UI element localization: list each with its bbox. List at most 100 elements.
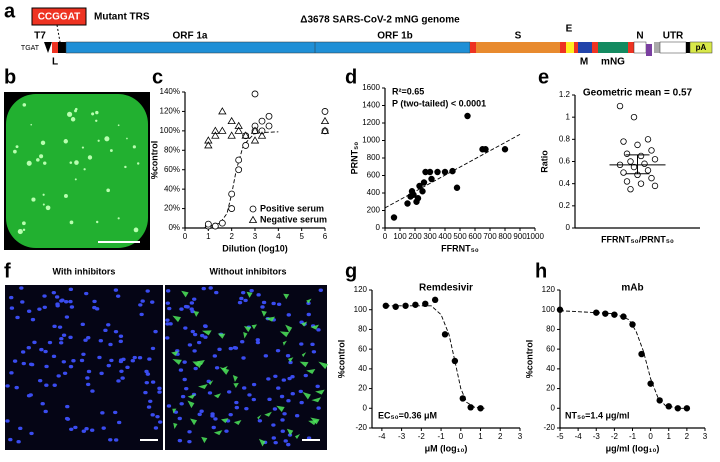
infected-cell <box>302 391 311 400</box>
point <box>241 131 250 139</box>
m-label: M <box>580 57 588 68</box>
y-tick-label: 600 <box>367 171 381 180</box>
segment <box>58 42 66 53</box>
x-tick-label: 0 <box>183 232 188 241</box>
nucleus <box>190 329 195 334</box>
plaque <box>126 137 128 140</box>
nucleus <box>256 293 261 297</box>
y-tick-label: 80 <box>546 325 555 334</box>
plaque <box>66 111 73 117</box>
nucleus <box>68 299 73 304</box>
infected-cell <box>287 357 294 363</box>
infected-cell <box>172 358 182 365</box>
x-tick-label: 600 <box>468 232 482 241</box>
y-tick-label: 400 <box>367 188 381 197</box>
point <box>410 191 417 198</box>
point <box>651 182 659 190</box>
nucleus <box>29 431 34 436</box>
nucleus <box>118 359 124 364</box>
y-tick-label: 60 <box>358 344 367 353</box>
plaque <box>97 139 100 142</box>
x-tick-label: 500 <box>453 232 467 241</box>
infected-cell <box>213 393 222 399</box>
nucleus <box>299 400 304 405</box>
nucleus <box>37 378 43 383</box>
nucleus <box>119 369 124 374</box>
nucleus <box>116 379 121 383</box>
point <box>477 405 484 412</box>
nucleus <box>303 373 308 378</box>
point <box>420 179 428 186</box>
x-tick-label: 3 <box>253 232 258 241</box>
infected-cell <box>201 436 208 444</box>
y-tick-label: 40 <box>358 364 367 373</box>
nucleus <box>273 374 278 378</box>
plaque <box>95 119 98 122</box>
plaque <box>36 158 40 162</box>
point <box>204 220 212 228</box>
cell-nuclei <box>5 286 329 447</box>
orf1a-label: ORF 1a <box>172 31 207 42</box>
point <box>459 395 466 402</box>
point <box>211 126 220 134</box>
y-tick-label: 140% <box>160 87 180 96</box>
nucleus <box>153 329 158 334</box>
nucleus <box>214 290 219 295</box>
panel-label: b <box>4 66 16 88</box>
nucleus <box>273 440 278 445</box>
nucleus <box>80 322 85 327</box>
point <box>623 178 631 185</box>
y-tick-label: 0.6 <box>559 157 571 166</box>
nucleus <box>290 375 295 379</box>
point <box>265 122 273 130</box>
nucleus <box>179 307 184 311</box>
nucleus <box>241 356 246 360</box>
nucleus <box>86 369 92 374</box>
nucleus <box>99 371 104 376</box>
nucleus <box>157 386 162 391</box>
y-tick-label: 1000 <box>362 136 380 145</box>
plaque <box>74 109 77 113</box>
cell-image <box>165 285 327 450</box>
infected-cell <box>306 298 312 304</box>
nucleus <box>280 418 285 422</box>
legend-marker <box>249 205 257 213</box>
y-tick-label: 200 <box>367 206 381 215</box>
nucleus <box>189 301 195 305</box>
x-tick-label: 900 <box>513 232 527 241</box>
point <box>593 309 600 316</box>
point <box>637 152 645 160</box>
nucleus <box>18 426 23 431</box>
nucleus <box>73 425 78 430</box>
y-tick-label: 120% <box>160 107 180 116</box>
x-tick-label: 0 <box>459 432 464 441</box>
point <box>258 127 266 135</box>
segment <box>574 42 578 53</box>
nucleus <box>9 295 14 300</box>
pa-label: pA <box>696 43 707 52</box>
nucleus <box>165 318 170 322</box>
point <box>235 166 243 174</box>
nucleus <box>69 427 74 431</box>
nucleus <box>182 360 187 364</box>
nucleus <box>286 398 291 403</box>
point <box>453 184 461 191</box>
infected-cell <box>282 340 287 346</box>
nucleus <box>150 380 156 384</box>
plaque <box>39 154 44 159</box>
panel-label: a <box>4 0 16 22</box>
x-tick-label: 1 <box>478 432 483 441</box>
infected-cell <box>285 324 293 333</box>
point <box>467 404 474 411</box>
panel-label: h <box>535 260 547 282</box>
nucleus <box>44 364 49 369</box>
nucleus <box>201 286 206 291</box>
infected-cell <box>261 310 267 317</box>
nucleus <box>116 420 122 425</box>
nucleus <box>217 347 222 352</box>
point <box>227 116 236 125</box>
point <box>228 190 236 198</box>
y-tick-label: 0 <box>551 403 556 412</box>
point <box>616 102 624 110</box>
x-tick-label: 100 <box>393 232 407 241</box>
